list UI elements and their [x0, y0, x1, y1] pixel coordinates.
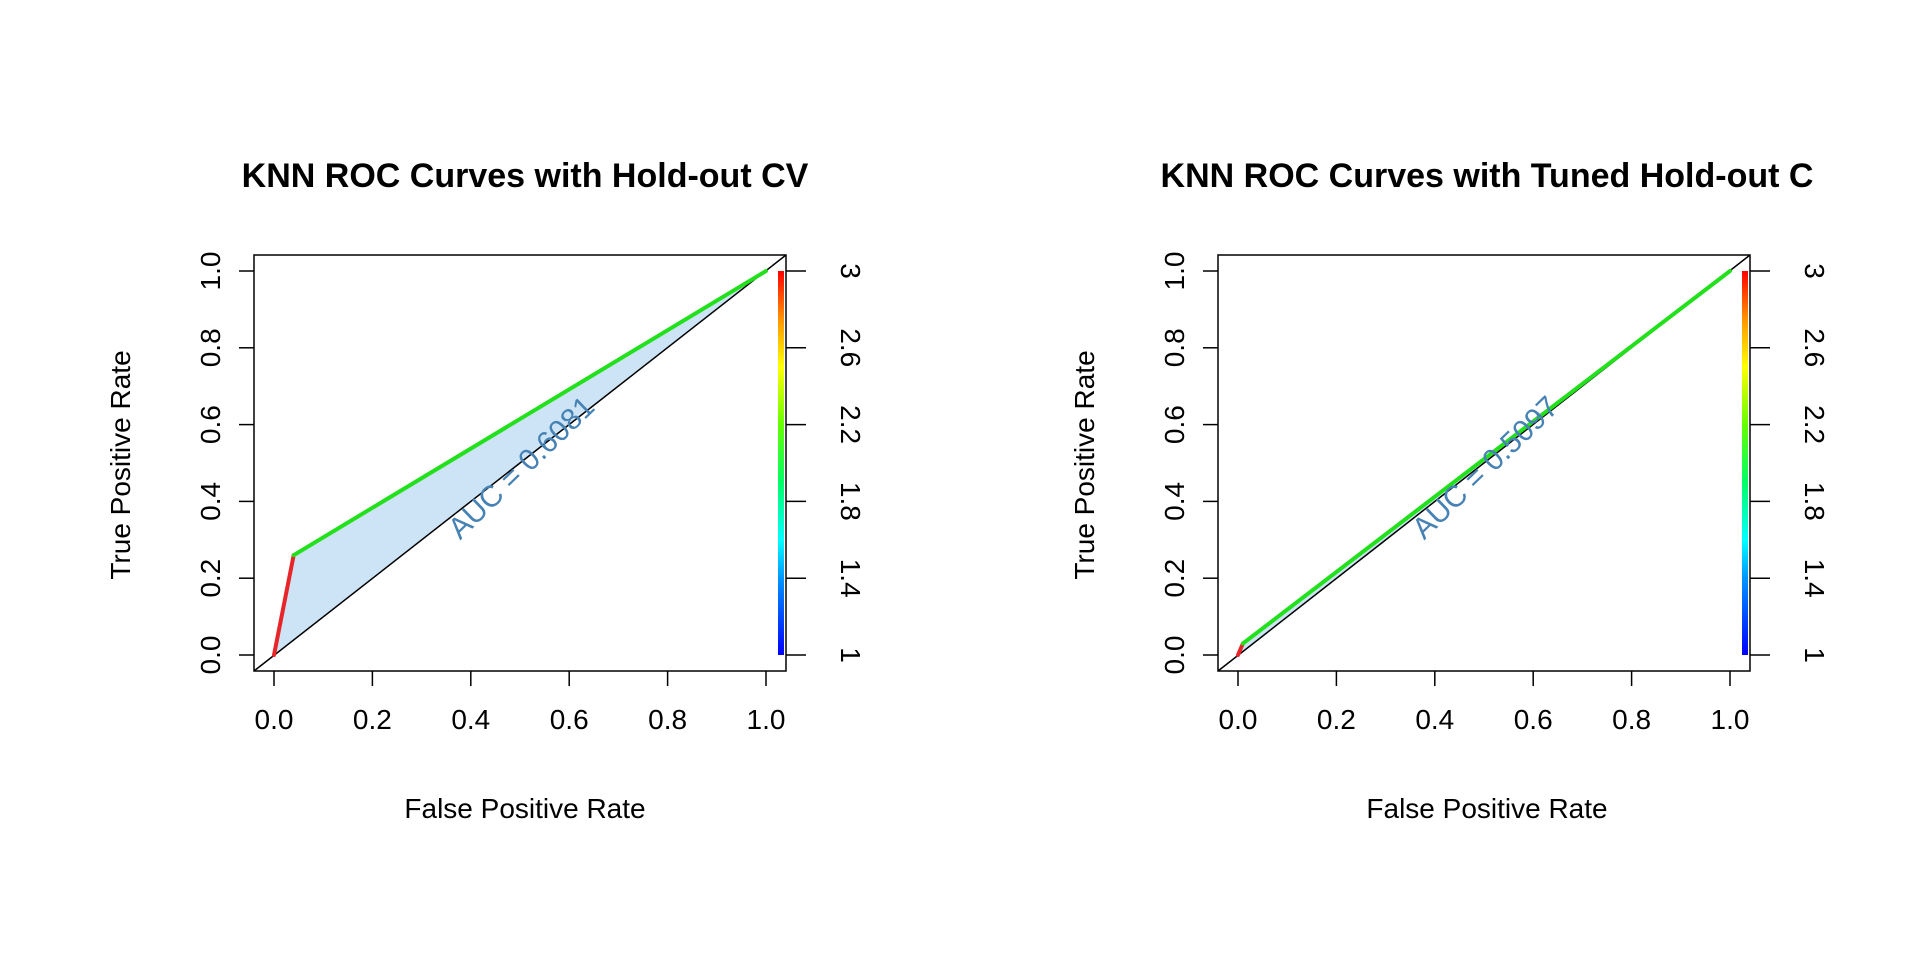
y-tick-label: 0.2 — [1159, 559, 1190, 598]
x-tick-label: 0.8 — [648, 704, 687, 735]
x-tick-label: 0.2 — [353, 704, 392, 735]
colorbar-tick-label: 2.2 — [1799, 405, 1830, 444]
y-tick-label: 0.0 — [195, 636, 226, 675]
x-tick-label: 0.4 — [1415, 704, 1454, 735]
y-tick-label: 0.8 — [195, 328, 226, 367]
chart-title: KNN ROC Curves with Tuned Hold-out C — [1161, 157, 1814, 195]
x-tick-label: 0.2 — [1317, 704, 1356, 735]
colorbar — [1742, 271, 1748, 655]
y-tick-label: 1.0 — [1159, 252, 1190, 291]
title-clip-mask — [1835, 140, 1920, 210]
plot-box — [1217, 254, 1751, 672]
x-axis-label: False Positive Rate — [404, 793, 645, 824]
y-axis-label: True Positive Rate — [105, 350, 136, 579]
roc-curve-segment — [1240, 269, 1732, 646]
roc-curve-segment — [1236, 641, 1245, 657]
colorbar-tick-label: 1 — [835, 647, 866, 663]
x-tick-label: 0.0 — [1219, 704, 1258, 735]
y-tick-label: 0.2 — [195, 559, 226, 598]
x-tick-label: 0.6 — [550, 704, 589, 735]
colorbar-tick-label: 1.8 — [1799, 482, 1830, 521]
auc-annotation: AUC = 0.5097 — [1406, 390, 1565, 545]
x-tick-label: 0.4 — [451, 704, 490, 735]
colorbar-tick-label: 1.4 — [835, 559, 866, 598]
y-tick-label: 0.8 — [1159, 328, 1190, 367]
colorbar-tick-label: 1 — [1799, 647, 1830, 663]
x-tick-label: 0.8 — [1612, 704, 1651, 735]
roc-panel-holdout: KNN ROC Curves with Hold-out CV False Po… — [105, 157, 866, 824]
y-tick-label: 0.4 — [1159, 482, 1190, 521]
colorbar-tick-label: 1.4 — [1799, 559, 1830, 598]
plot-marks: 0.0 0.2 0.4 0.6 0.8 1.0 0.0 0.2 0.4 0.6 0.8 1.0 1 1.4… — [1159, 252, 1830, 735]
y-tick-label: 0.6 — [1159, 405, 1190, 444]
roc-curve-segment — [291, 269, 768, 558]
plot-box — [253, 254, 787, 672]
x-tick-label: 0.6 — [1514, 704, 1553, 735]
colorbar-tick-label: 3 — [1799, 263, 1830, 279]
colorbar — [778, 271, 784, 655]
diagonal-line — [253, 254, 787, 672]
x-axis-label: False Positive Rate — [1366, 793, 1607, 824]
colorbar-tick-label: 3 — [835, 263, 866, 279]
y-axis-label: True Positive Rate — [1069, 350, 1100, 579]
y-tick-label: 0.0 — [1159, 636, 1190, 675]
colorbar-tick-label: 2.2 — [835, 405, 866, 444]
plot-marks: 0.0 0.2 0.4 0.6 0.8 1.0 0.0 0.2 0.4 0.6 0.8 1.0 1 1.4… — [195, 252, 866, 735]
x-tick-label: 1.0 — [747, 704, 786, 735]
chart-title: KNN ROC Curves with Hold-out CV — [242, 157, 809, 195]
roc-curve-segment — [272, 553, 296, 657]
x-tick-label: 1.0 — [1711, 704, 1750, 735]
colorbar-tick-label: 1.8 — [835, 482, 866, 521]
x-tick-label: 0.0 — [255, 704, 294, 735]
y-tick-label: 1.0 — [195, 252, 226, 291]
y-tick-label: 0.4 — [195, 482, 226, 521]
colorbar-tick-label: 2.6 — [1799, 328, 1830, 367]
colorbar-tick-label: 2.6 — [835, 328, 866, 367]
y-tick-label: 0.6 — [195, 405, 226, 444]
roc-panel-tuned-holdout: KNN ROC Curves with Tuned Hold-out C Fal… — [1069, 157, 1830, 824]
